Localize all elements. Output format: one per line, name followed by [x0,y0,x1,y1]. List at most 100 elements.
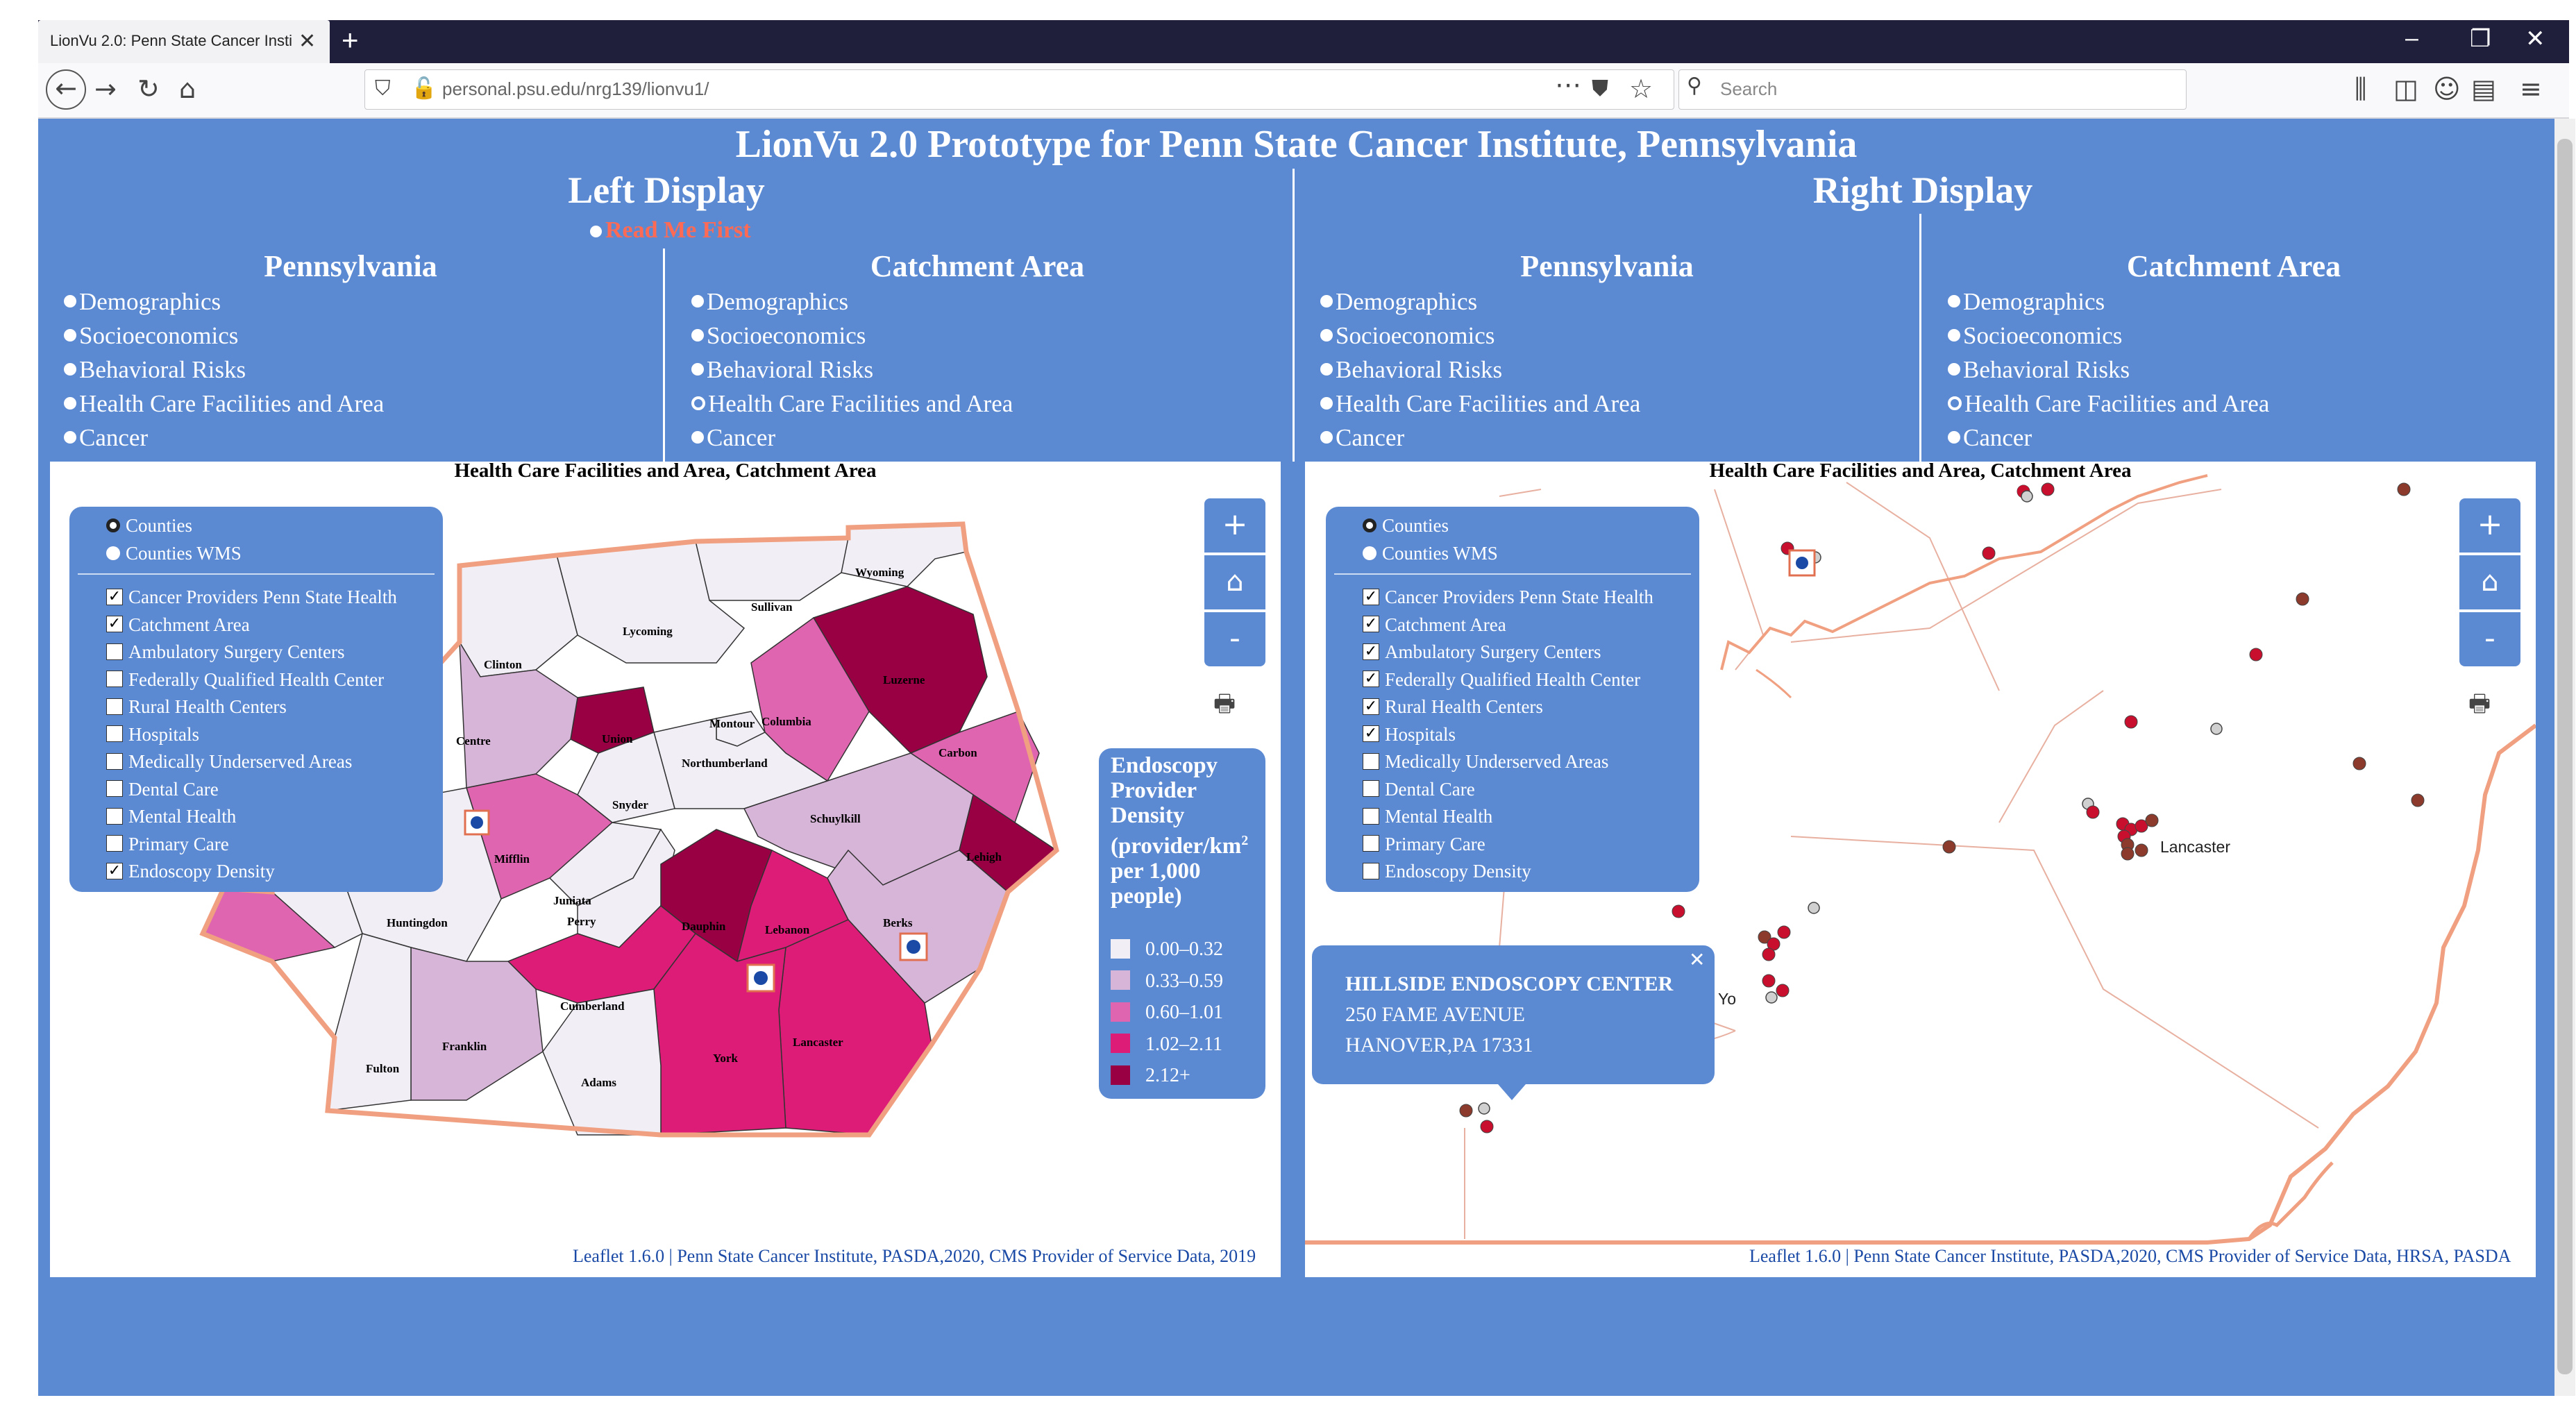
overlay-checkbox[interactable]: ✓ [1363,671,1379,688]
right-facilities-map[interactable]: Lancaster Yo [1305,462,2536,1277]
overlay-dental-care[interactable]: Dental Care [1363,779,1475,800]
menu-item-behavioral-risks[interactable]: Behavioral Risks [64,356,246,384]
right-layer-control[interactable] [1326,507,1699,892]
more-icon[interactable]: ⋯ [1555,69,1581,100]
overlay-medically-underserved-areas[interactable]: Medically Underserved Areas [106,751,352,773]
menu-item-socioeconomics[interactable]: Socioeconomics [1948,322,2122,350]
overlay-checkbox[interactable]: ✓ [1363,698,1379,715]
menu-radio[interactable] [1320,328,1333,342]
base-layer-counties-wms[interactable]: Counties WMS [106,543,242,564]
menu-radio[interactable] [64,396,76,410]
scrollbar-thumb[interactable] [2557,139,2573,1374]
overlay-cancer-providers-penn-state-health[interactable]: ✓ Cancer Providers Penn State Health [1363,587,1653,608]
right-print-icon[interactable]: 🖶 [2468,690,2491,718]
overlay-checkbox[interactable]: ✓ [1363,643,1379,660]
star-icon[interactable]: ☆ [1629,74,1653,104]
menu-item-behavioral-risks[interactable]: Behavioral Risks [1948,356,2130,384]
overlay-checkbox[interactable] [106,752,123,770]
overlay-checkbox[interactable] [1363,835,1379,852]
overlay-mental-health[interactable]: Mental Health [1363,806,1492,827]
overlay-checkbox[interactable] [1363,780,1379,798]
overlay-endoscopy-density[interactable]: ✓ Endoscopy Density [106,861,275,882]
base-layer-counties[interactable]: Counties [1363,515,1449,537]
menu-radio[interactable] [691,328,704,342]
menu-item-health-care-facilities-and-area[interactable]: Health Care Facilities and Area [691,390,1013,418]
overlay-catchment-area[interactable]: ✓ Catchment Area [106,614,250,636]
overlay-checkbox[interactable] [106,780,123,798]
overlay-checkbox[interactable]: ✓ [106,588,123,605]
menu-item-health-care-facilities-and-area[interactable]: Health Care Facilities and Area [1320,390,1640,418]
minimize-icon[interactable]: – [2405,25,2418,51]
search-input[interactable] [1678,69,2187,110]
overlay-checkbox[interactable]: ✓ [1363,725,1379,743]
overlay-rural-health-centers[interactable]: ✓ Rural Health Centers [1363,696,1543,718]
leaflet-link[interactable]: Leaflet 1.6.0 [573,1246,665,1266]
left-layer-control[interactable] [69,507,443,892]
reload-icon[interactable]: ↻ [137,74,160,104]
overlay-checkbox[interactable]: ✓ [106,616,123,633]
base-layer-radio[interactable] [106,546,120,560]
overlay-checkbox[interactable] [1363,807,1379,825]
left-home-view-icon[interactable]: ⌂ [1204,555,1265,609]
menu-radio[interactable] [691,430,704,444]
overlay-checkbox[interactable]: ✓ [1363,616,1379,633]
menu-radio[interactable] [691,396,705,410]
menu-item-socioeconomics[interactable]: Socioeconomics [1320,322,1495,350]
base-layer-counties[interactable]: Counties [106,515,192,537]
overlay-mental-health[interactable]: Mental Health [106,806,236,827]
tab-close-icon[interactable]: ✕ [298,30,317,53]
menu-radio[interactable] [1948,294,1960,307]
library-icon[interactable]: ⫼ [2355,74,2367,104]
overlay-checkbox[interactable] [1363,752,1379,770]
read-me-link[interactable]: Read Me First [605,217,751,243]
menu-item-cancer[interactable]: Cancer [691,424,775,452]
overlay-hospitals[interactable]: ✓ Hospitals [1363,724,1456,745]
right-zoom-out-button[interactable]: - [2459,612,2520,666]
overlay-checkbox[interactable] [106,807,123,825]
menu-radio[interactable] [691,294,704,307]
menu-item-cancer[interactable]: Cancer [64,424,148,452]
menu-radio[interactable] [1948,328,1960,342]
window-close-icon[interactable]: ✕ [2525,26,2545,52]
left-zoom-in-button[interactable]: + [1204,498,1265,553]
overlay-dental-care[interactable]: Dental Care [106,779,219,800]
menu-radio[interactable] [64,328,76,342]
left-print-icon[interactable]: 🖶 [1213,690,1236,718]
maximize-icon[interactable]: ❐ [2470,26,2491,52]
search-placeholder[interactable]: Search [1720,78,1778,99]
overlay-ambulatory-surgery-centers[interactable]: ✓ Ambulatory Surgery Centers [1363,641,1601,663]
menu-radio[interactable] [64,362,76,376]
right-zoom-in-button[interactable]: + [2459,498,2520,553]
account-icon[interactable]: ☺ [2433,74,2461,104]
menu-radio[interactable] [1320,362,1333,376]
menu-radio[interactable] [1320,396,1333,410]
overlay-checkbox[interactable] [106,698,123,715]
overlay-checkbox[interactable] [1363,862,1379,879]
tab-title[interactable]: LionVu 2.0: Penn State Cancer Insti [50,32,292,49]
overlay-medically-underserved-areas[interactable]: Medically Underserved Areas [1363,751,1608,773]
overlay-primary-care[interactable]: Primary Care [1363,834,1485,855]
menu-item-socioeconomics[interactable]: Socioeconomics [64,322,238,350]
menu-radio[interactable] [64,430,76,444]
home-icon[interactable]: ⌂ [179,74,196,104]
overlay-rural-health-centers[interactable]: Rural Health Centers [106,696,287,718]
hamburger-icon[interactable]: ≡ [2520,74,2542,104]
overlay-checkbox[interactable] [106,835,123,852]
menu-item-socioeconomics[interactable]: Socioeconomics [691,322,866,350]
read-me-radio[interactable] [590,226,602,237]
left-zoom-out-button[interactable]: - [1204,612,1265,666]
menu-item-demographics[interactable]: Demographics [691,288,848,316]
menu-radio[interactable] [1320,430,1333,444]
url-text[interactable]: personal.psu.edu/nrg139/lionvu1/ [442,78,709,99]
forward-arrow-icon[interactable]: → [94,74,117,104]
base-layer-radio[interactable] [1363,546,1377,560]
overlay-federally-qualified-health-center[interactable]: ✓ Federally Qualified Health Center [1363,669,1640,691]
back-arrow-icon[interactable]: ← [46,69,86,110]
shield-icon[interactable]: ⛉ [375,76,391,101]
sidebar-icon[interactable]: ◫ [2393,74,2418,104]
overlay-cancer-providers-penn-state-health[interactable]: ✓ Cancer Providers Penn State Health [106,587,397,608]
right-home-view-icon[interactable]: ⌂ [2459,555,2520,609]
menu-item-behavioral-risks[interactable]: Behavioral Risks [691,356,873,384]
overlay-checkbox[interactable] [106,725,123,743]
menu-radio[interactable] [1948,430,1960,444]
